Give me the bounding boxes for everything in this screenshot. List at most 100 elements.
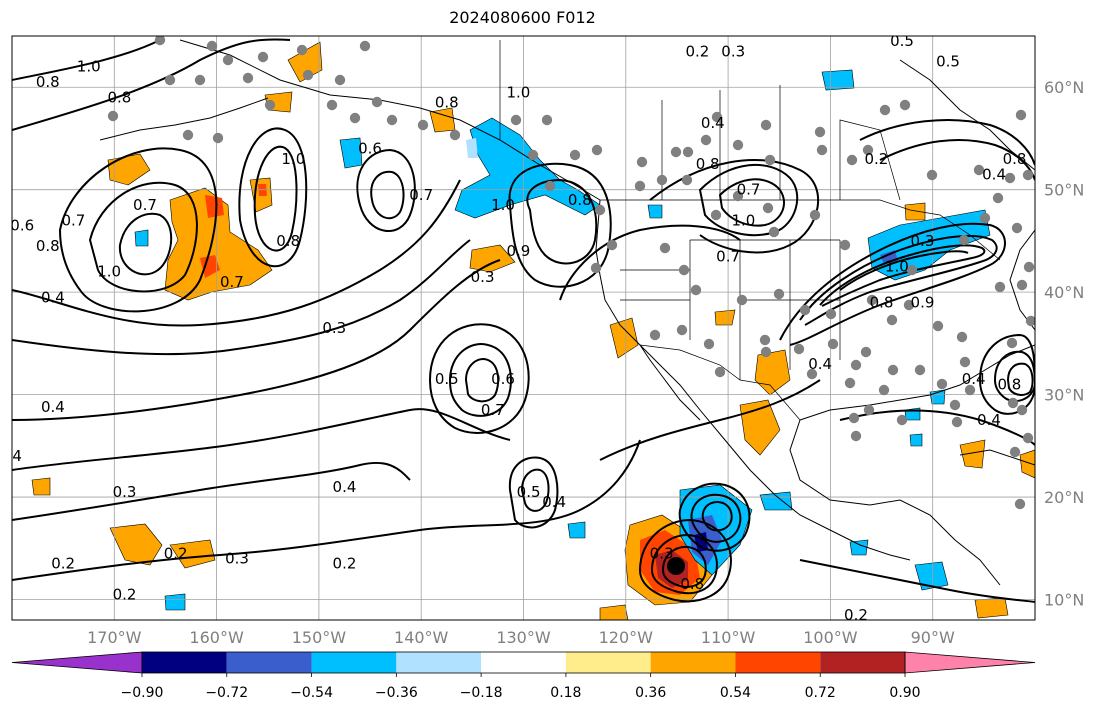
contour-line (701, 501, 733, 532)
coastline-mexico-east (789, 419, 1001, 586)
contour-label: 1.0 (506, 83, 530, 101)
colorbar-tick-label: −0.18 (460, 685, 503, 701)
contour-line (12, 39, 161, 81)
contour-label: 0.2 (164, 544, 188, 562)
observation-dot (862, 144, 874, 156)
colorbar-extend-max (904, 651, 1036, 674)
contour-line (661, 545, 707, 588)
contour-label: 1.0 (281, 150, 305, 168)
contour-label: 0.4 (962, 370, 986, 388)
contour-label: 0.5 (936, 53, 960, 71)
colorbar-tick-label: −0.54 (290, 685, 333, 701)
shade-orange (164, 187, 273, 301)
shade-blue (454, 117, 601, 219)
observation-dot (371, 96, 383, 108)
observation-dot (866, 294, 878, 306)
contour-line (12, 259, 501, 421)
shade-light-blue (466, 138, 478, 158)
contour-label: 1.0 (491, 196, 515, 214)
contour-label: 0.3 (650, 544, 674, 562)
observation-dot (527, 149, 539, 161)
observation-dot (714, 366, 726, 378)
contour-label: 0.8 (568, 191, 592, 209)
observation-dot (222, 54, 234, 66)
contour-label: 0.7 (481, 401, 505, 419)
latitude-tick-label: 50°N (1044, 181, 1084, 200)
contour-label: 0.8 (36, 237, 60, 255)
coastline-aleutians (99, 97, 269, 141)
contour-label: 0.7 (133, 196, 157, 214)
observation-dot (860, 346, 872, 358)
contour-label: 0.4 (41, 288, 65, 306)
colorbar-outline (141, 651, 906, 674)
observation-dot (349, 112, 361, 124)
shade-red (200, 255, 220, 278)
contour-line (879, 139, 1035, 181)
contour-line (356, 148, 416, 232)
observation-dot (806, 368, 818, 380)
contour-label: 0.5 (517, 483, 541, 501)
observation-dot (799, 304, 811, 316)
coastline-alaska (179, 39, 601, 201)
observation-dot (1004, 172, 1016, 184)
shade-orange (959, 439, 986, 469)
contour-line (520, 468, 550, 512)
observation-dot (1006, 337, 1018, 349)
observation-dot (164, 74, 176, 86)
border-states (620, 239, 841, 380)
observation-dot (682, 146, 694, 158)
shade-blue (909, 433, 923, 447)
contour-label: 0.4 (701, 114, 725, 132)
contour-label: 0.8 (276, 232, 300, 250)
observation-dot (154, 36, 166, 46)
contour-label: 0.6 (491, 370, 515, 388)
observation-dot (839, 239, 851, 251)
contour-label: 1.0 (97, 263, 121, 281)
contour-line (638, 518, 732, 603)
state-borders (499, 40, 1001, 421)
contour-line (649, 159, 819, 254)
observation-dot (762, 202, 774, 214)
shade-orange (739, 399, 781, 456)
colorbar-segment (311, 652, 397, 673)
longitude-tick-label: 110°W (701, 628, 756, 647)
contour-label: 0.2 (113, 585, 137, 603)
observation-dot (732, 139, 744, 151)
observation-dot (879, 104, 891, 116)
contour-line (12, 179, 461, 327)
contour-line (779, 222, 1006, 346)
contour-label: 0.2 (685, 42, 709, 60)
observation-dot (827, 338, 839, 350)
colorbar-segment (481, 652, 566, 673)
longitude-tick-label: 140°W (394, 628, 449, 647)
contour-line (993, 350, 1035, 403)
shade-blue (567, 521, 586, 539)
contour-line (12, 239, 471, 356)
observation-dot (649, 329, 661, 341)
longitude-tick-label: 90°W (911, 628, 955, 647)
observation-dot (846, 154, 858, 166)
observation-dot (541, 114, 553, 126)
contour-line (428, 323, 530, 434)
observation-dot (242, 72, 254, 84)
observation-dot (678, 264, 690, 276)
colorbar-tick-label: −0.72 (205, 685, 248, 701)
observation-dot (844, 377, 856, 389)
observation-dot (1023, 261, 1035, 273)
observation-dot (1022, 169, 1034, 181)
colorbar-segment (735, 652, 821, 673)
contour-label: 0.3 (322, 319, 346, 337)
contour-label: 0.4 (808, 355, 832, 373)
contour-lines (12, 38, 1035, 603)
observation-dot (994, 281, 1006, 293)
observation-dot (1025, 315, 1035, 327)
observation-dot (816, 144, 828, 156)
shade-blue (759, 491, 793, 511)
observation-dot (899, 99, 911, 111)
shade-orange (1019, 449, 1035, 479)
contour-label: 0.8 (1003, 150, 1027, 168)
observation-dot (759, 334, 771, 346)
colorbar-tick-label: 0.36 (635, 685, 666, 701)
contour-label: 0.7 (716, 247, 740, 265)
coastline-baja (639, 344, 701, 421)
